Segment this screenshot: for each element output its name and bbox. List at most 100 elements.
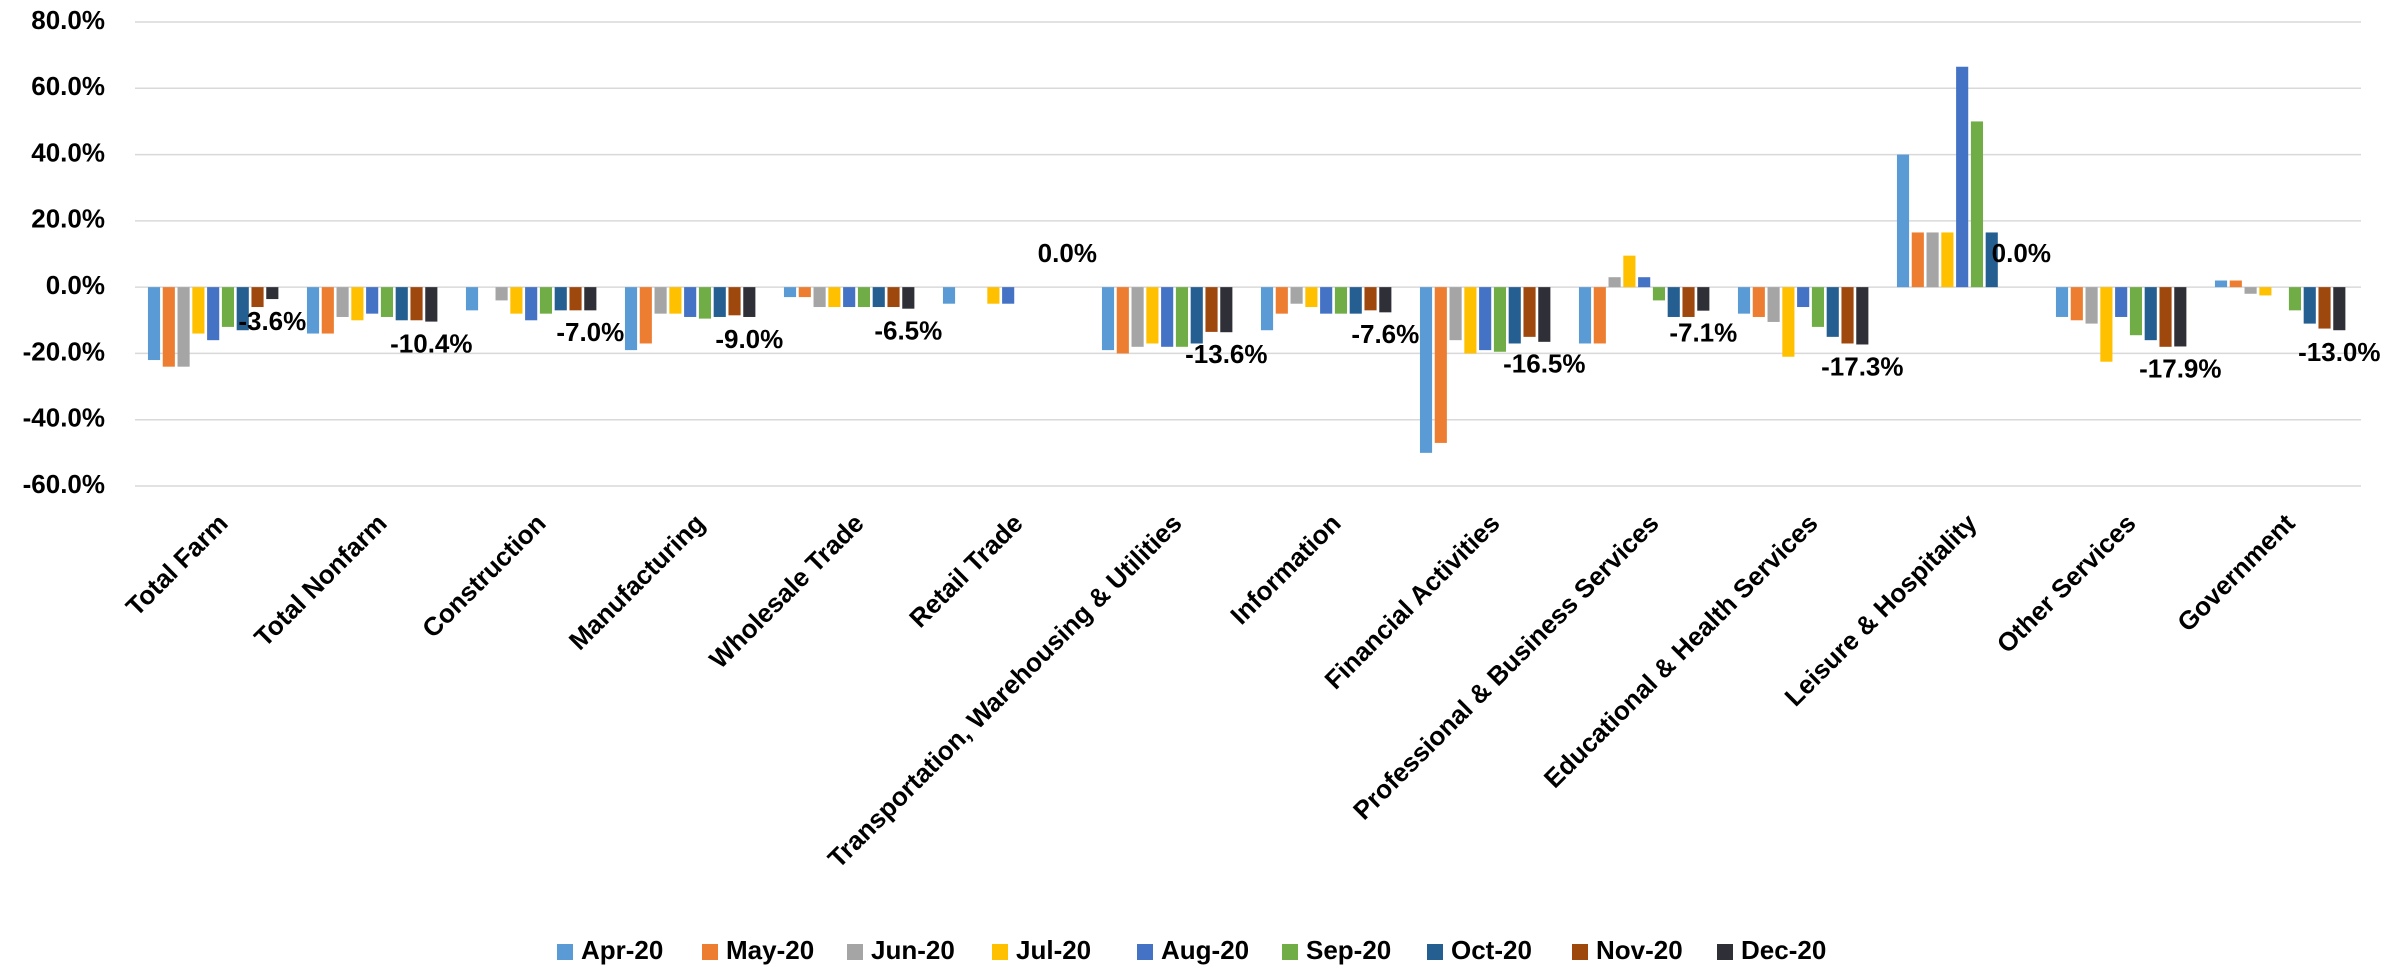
bar <box>207 287 220 341</box>
data-label: -6.5% <box>874 316 942 346</box>
y-tick-label: -60.0% <box>23 469 105 499</box>
bar <box>1131 287 1144 347</box>
bar <box>1449 287 1462 341</box>
bar <box>1970 121 1984 288</box>
bar <box>584 287 597 311</box>
bar <box>743 287 756 317</box>
bar <box>162 287 175 367</box>
bar <box>902 287 915 309</box>
legend-swatch <box>1137 944 1153 960</box>
bar <box>2303 287 2316 324</box>
bar <box>495 287 508 301</box>
bar <box>713 287 726 317</box>
bar <box>1608 277 1621 288</box>
x-tick-label: Financial Activities <box>1319 508 1506 695</box>
legend-swatch <box>1572 944 1588 960</box>
bar <box>684 287 697 317</box>
bar <box>798 287 811 298</box>
data-label: -9.0% <box>715 324 783 354</box>
bar <box>1985 232 1998 288</box>
legend-label: Oct-20 <box>1451 935 1532 965</box>
bar <box>351 287 364 321</box>
legend-swatch <box>1717 944 1733 960</box>
bar <box>1464 287 1477 354</box>
bar <box>366 287 379 314</box>
data-label: 0.0% <box>1038 238 1097 268</box>
bar <box>1523 287 1536 337</box>
bar <box>2100 287 2113 362</box>
bar <box>2159 287 2172 347</box>
bar <box>698 287 712 319</box>
bar <box>525 287 538 321</box>
bar <box>654 287 667 314</box>
bar <box>236 287 249 331</box>
bar <box>1205 287 1218 332</box>
y-tick-label: 20.0% <box>31 204 105 234</box>
y-tick-label: 60.0% <box>31 71 105 101</box>
bar <box>1797 287 1810 308</box>
bar <box>147 287 161 361</box>
bar <box>1290 287 1303 304</box>
bar <box>1305 287 1318 308</box>
bar <box>2244 287 2257 294</box>
data-label: -7.0% <box>556 317 624 347</box>
bar <box>1161 287 1174 347</box>
legend-label: Jun-20 <box>871 935 955 965</box>
bar <box>639 287 652 344</box>
bar <box>321 287 334 334</box>
bar <box>2318 287 2331 329</box>
legend-swatch <box>1427 944 1443 960</box>
bar <box>1593 287 1606 344</box>
x-tick-label: Total Farm <box>120 508 234 622</box>
bar <box>1782 287 1795 357</box>
bar <box>2229 280 2242 288</box>
bar <box>1682 287 1695 317</box>
bar <box>395 287 408 321</box>
x-tick-label: Professional & Business Services <box>1347 508 1665 826</box>
bar <box>2333 287 2346 331</box>
x-tick-label: Educational & Health Services <box>1538 508 1824 794</box>
data-label: -7.6% <box>1351 319 1419 349</box>
bar <box>872 287 885 308</box>
legend-label: May-20 <box>726 935 814 965</box>
data-label: -16.5% <box>1503 349 1585 379</box>
bar <box>266 287 279 300</box>
bar <box>1841 287 1854 344</box>
bar <box>624 287 638 351</box>
bar <box>465 287 479 311</box>
bar <box>1538 287 1551 342</box>
bar <box>1697 287 1710 311</box>
bar <box>1856 287 1869 345</box>
x-tick-label: Information <box>1224 508 1346 630</box>
bar <box>2115 287 2128 317</box>
bar <box>1638 277 1651 288</box>
x-tick-label: Manufacturing <box>563 508 711 656</box>
bar <box>1767 287 1780 322</box>
y-tick-label: -20.0% <box>23 336 105 366</box>
bar <box>2144 287 2157 341</box>
x-tick-label: Retail Trade <box>903 508 1028 633</box>
bar <box>1578 287 1592 344</box>
bar <box>1175 287 1189 347</box>
bar <box>2259 287 2272 296</box>
data-label: -17.9% <box>2139 353 2221 383</box>
x-tick-label: Total Nonfarm <box>248 508 392 652</box>
data-label: -10.4% <box>390 328 472 358</box>
data-label: -3.6% <box>238 306 306 336</box>
x-tick-label: Transportation, Warehousing & Utilities <box>822 508 1188 874</box>
bar <box>942 287 956 304</box>
bar <box>221 287 235 327</box>
x-tick-label: Other Services <box>1991 508 2142 659</box>
bar <box>843 287 856 308</box>
legend-swatch <box>702 944 718 960</box>
y-tick-label: 0.0% <box>46 270 105 300</box>
bar <box>1623 255 1636 288</box>
y-tick-label: -40.0% <box>23 403 105 433</box>
x-tick-label: Wholesale Trade <box>703 508 869 674</box>
bar <box>410 287 423 321</box>
legend-label: Apr-20 <box>581 935 663 965</box>
bar <box>2214 280 2228 288</box>
bar <box>1811 287 1825 327</box>
legend-swatch <box>992 944 1008 960</box>
bar <box>2070 287 2083 321</box>
